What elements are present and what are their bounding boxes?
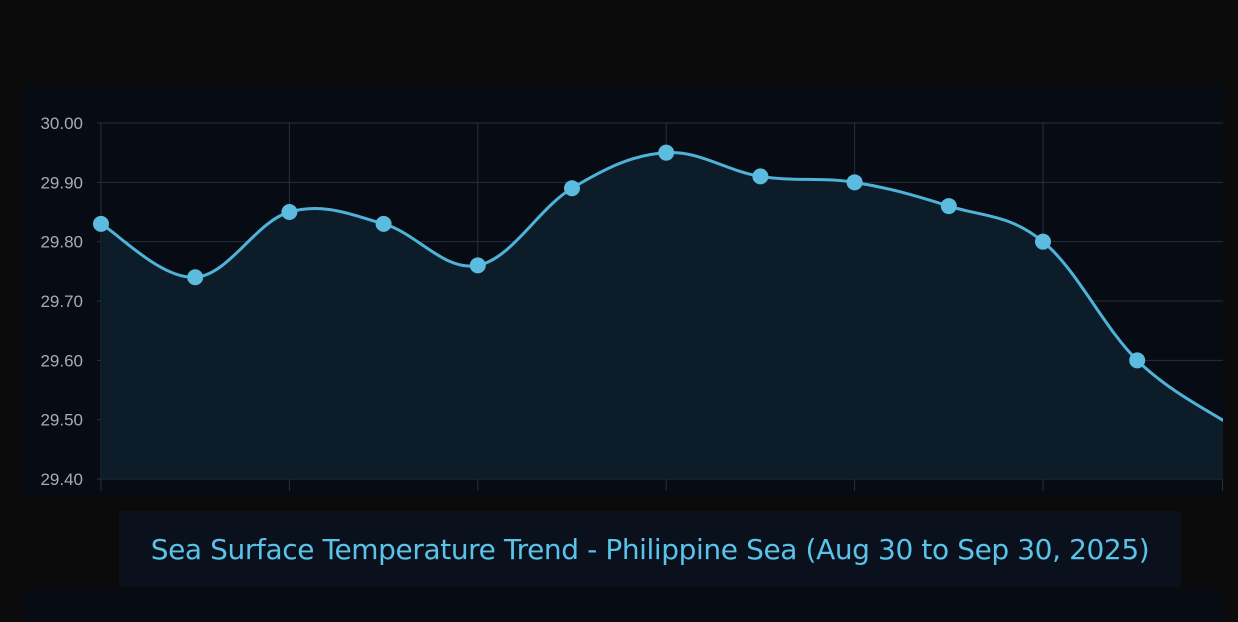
data-point [564, 180, 580, 197]
data-point [375, 215, 392, 232]
data-point [752, 168, 769, 185]
data-point [1129, 352, 1146, 369]
y-tick-label: 29.70 [40, 292, 83, 311]
marker-layer [93, 144, 1146, 369]
y-tick-label: 30.00 [40, 114, 83, 133]
series-area [101, 152, 1223, 479]
y-tick-label: 29.80 [40, 233, 83, 252]
chart-title-box: Sea Surface Temperature Trend - Philippi… [119, 511, 1181, 587]
chart-panel: 30.00 29.90 29.80 29.70 29.60 29.50 29.40 [23, 85, 1223, 497]
sst-line-chart: 30.00 29.90 29.80 29.70 29.60 29.50 29.40 [40, 114, 1223, 491]
y-tick-label: 29.60 [40, 351, 83, 370]
data-point [93, 215, 109, 232]
data-point [940, 198, 957, 215]
bottom-panel-strip [23, 589, 1223, 622]
area-layer [101, 152, 1223, 479]
y-tick-label: 29.50 [40, 411, 83, 430]
data-point [658, 144, 675, 161]
chart-title: Sea Surface Temperature Trend - Philippi… [150, 532, 1150, 566]
data-point [187, 269, 204, 286]
data-point [1035, 233, 1051, 250]
y-axis-ticks: 30.00 29.90 29.80 29.70 29.60 29.50 29.40 [40, 114, 83, 489]
y-tick-label: 29.90 [40, 173, 83, 192]
data-point [281, 204, 298, 220]
data-point [846, 174, 863, 191]
data-point [469, 257, 486, 274]
y-tick-label: 29.40 [40, 470, 83, 489]
